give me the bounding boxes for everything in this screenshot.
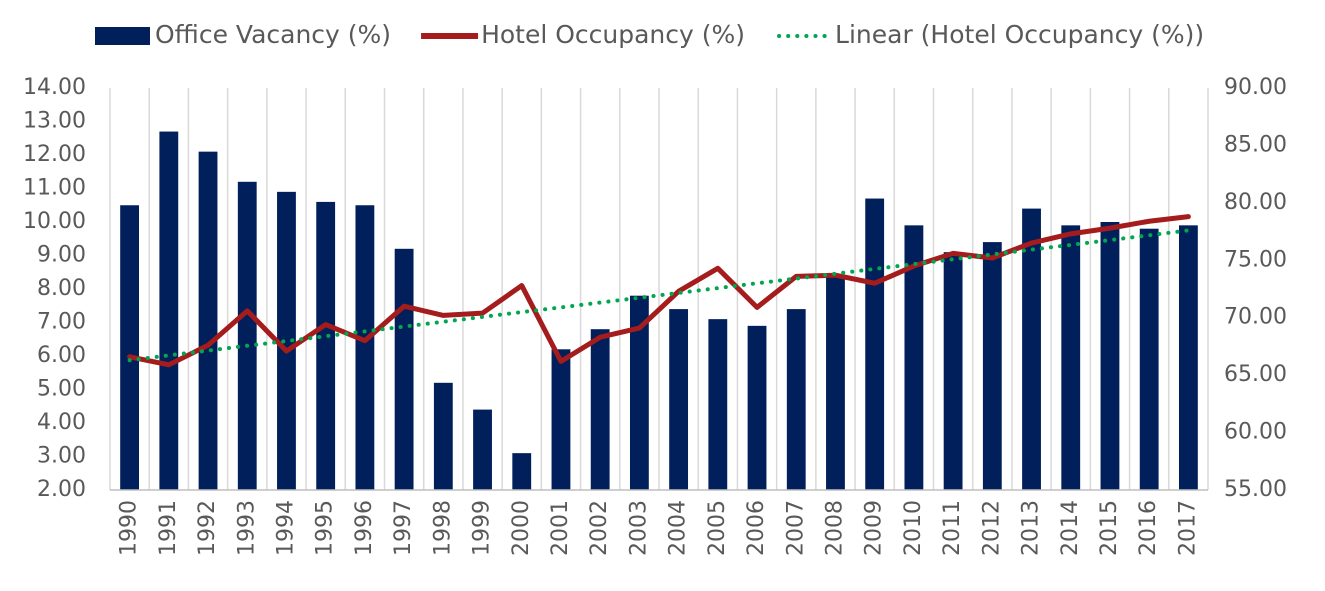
bar — [590, 329, 610, 490]
y-tick-label: 9.00 — [37, 243, 86, 268]
bar — [277, 191, 296, 490]
x-tick-label: 1999 — [470, 500, 495, 556]
x-tick-label: 2005 — [705, 500, 730, 556]
y2-tick-label: 65.00 — [1224, 362, 1287, 387]
x-tick-label: 1996 — [352, 500, 377, 556]
bar — [982, 242, 1002, 490]
y2-tick-label: 75.00 — [1224, 247, 1287, 272]
bar — [237, 181, 257, 491]
x-tick-label: 2008 — [822, 500, 847, 556]
bar — [1139, 228, 1159, 490]
x-tick-label: 2016 — [1136, 500, 1161, 556]
bar — [904, 225, 924, 490]
legend-swatch — [95, 27, 150, 45]
bar — [394, 248, 414, 490]
x-tick-label: 2001 — [548, 500, 573, 556]
bar — [786, 309, 806, 490]
bar — [1061, 225, 1081, 490]
x-tick-label: 2012 — [979, 500, 1004, 556]
bar — [826, 275, 845, 490]
x-tick-label: 2002 — [587, 500, 612, 556]
bar — [316, 201, 336, 490]
bar — [159, 131, 179, 491]
bar — [120, 205, 140, 490]
bar — [551, 349, 571, 490]
bar — [629, 295, 649, 490]
bar — [433, 382, 453, 490]
x-tick-label: 2010 — [901, 500, 926, 556]
x-tick-label: 2003 — [626, 500, 651, 556]
bar — [473, 409, 492, 490]
y2-tick-label: 70.00 — [1224, 305, 1287, 330]
y-tick-label: 4.00 — [37, 410, 86, 435]
legend-label: Linear (Hotel Occupancy (%)) — [835, 20, 1204, 49]
x-tick-label: 2006 — [744, 500, 769, 556]
bar — [669, 309, 689, 490]
x-tick-label: 2009 — [862, 500, 887, 556]
x-tick-label: 2017 — [1175, 500, 1200, 556]
x-tick-label: 1992 — [195, 500, 220, 556]
y-tick-label: 14.00 — [23, 75, 86, 100]
y-tick-label: 11.00 — [23, 176, 86, 201]
x-tick-label: 1990 — [117, 500, 142, 556]
x-tick-label: 1994 — [273, 500, 298, 556]
x-tick-label: 2004 — [666, 500, 691, 556]
y-tick-label: 13.00 — [23, 109, 86, 134]
y-tick-label: 3.00 — [37, 444, 86, 469]
x-tick-label: 1997 — [391, 500, 416, 556]
bar — [198, 151, 218, 490]
bar — [1022, 208, 1041, 490]
x-tick-label: 1991 — [156, 500, 181, 556]
legend-label: Hotel Occupancy (%) — [481, 20, 745, 49]
bar — [512, 453, 532, 490]
y-tick-label: 12.00 — [23, 142, 86, 167]
y-tick-label: 8.00 — [37, 276, 86, 301]
y-tick-label: 5.00 — [37, 377, 86, 402]
x-tick-label: 2011 — [940, 500, 965, 556]
y-tick-label: 7.00 — [37, 310, 86, 335]
x-tick-label: 2000 — [509, 500, 534, 556]
x-tick-label: 1993 — [234, 500, 259, 556]
bar — [1100, 222, 1120, 490]
y-tick-label: 2.00 — [37, 477, 86, 502]
line-series — [127, 214, 1191, 368]
bar — [1178, 225, 1198, 490]
x-tick-label: 1998 — [430, 500, 455, 556]
bar — [865, 198, 885, 491]
y2-tick-label: 85.00 — [1224, 132, 1287, 157]
bar — [355, 205, 375, 490]
y2-tick-label: 55.00 — [1224, 477, 1287, 502]
x-tick-label: 2007 — [783, 500, 808, 556]
x-tick-label: 2014 — [1058, 500, 1083, 556]
x-tick-label: 2015 — [1097, 500, 1122, 556]
x-tick-label: 2013 — [1019, 500, 1044, 556]
y2-tick-label: 60.00 — [1224, 420, 1287, 445]
y2-tick-label: 90.00 — [1224, 75, 1287, 100]
bar — [747, 325, 767, 490]
legend-label: Office Vacancy (%) — [155, 20, 391, 49]
y2-tick-label: 80.00 — [1224, 190, 1287, 215]
bar — [708, 319, 728, 490]
bar — [943, 252, 963, 490]
y-tick-label: 6.00 — [37, 343, 86, 368]
y-tick-label: 10.00 — [23, 209, 86, 234]
x-tick-label: 1995 — [313, 500, 338, 556]
